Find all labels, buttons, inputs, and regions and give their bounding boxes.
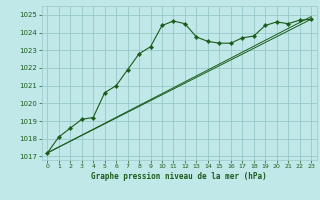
X-axis label: Graphe pression niveau de la mer (hPa): Graphe pression niveau de la mer (hPa) xyxy=(91,172,267,181)
